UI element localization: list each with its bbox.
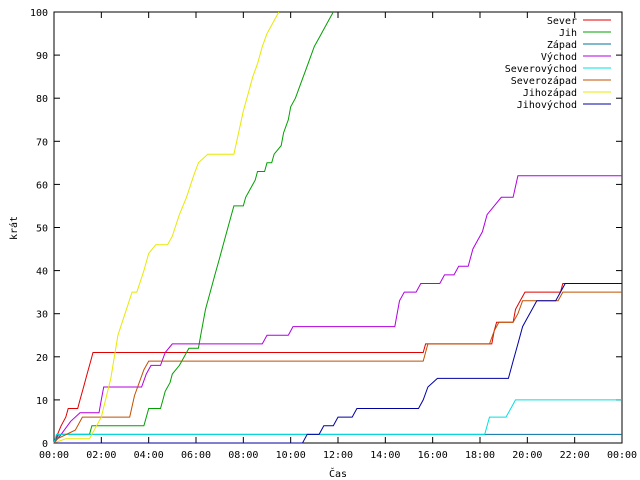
legend: SeverJihZápadVýchodSeverovýchodSeverozáp… [505,16,611,111]
y-tick-label: 100 [30,8,48,19]
legend-label: Sever [547,16,577,27]
legend-label: Jihovýchod [517,99,577,111]
y-tick-label: 70 [36,137,48,148]
x-tick-label: 16:00 [418,450,448,461]
x-tick-label: 14:00 [370,450,400,461]
y-tick-label: 0 [42,439,48,450]
x-tick-label: 20:00 [512,450,542,461]
x-tick-label: 18:00 [465,450,495,461]
x-tick-label: 00:00 [39,450,69,461]
series-line-1 [53,11,334,444]
legend-label: Jih [559,28,577,39]
x-tick-label: 10:00 [276,450,306,461]
series-line-5 [53,291,622,444]
x-tick-label: 06:00 [181,450,211,461]
series-layer [53,11,622,444]
series-line-4 [53,399,622,444]
y-tick-label: 30 [36,310,48,321]
y-tick-label: 90 [36,51,48,62]
y-tick-label: 10 [36,396,48,407]
series-line-3 [53,175,622,444]
y-axis-title: krát [8,216,20,240]
ticks-layer: 0 10 20 30 40 50 60 70 80 90 100 00:00 02:00 04:00 06:… [30,8,637,461]
y-tick-label: 80 [36,94,48,105]
legend-label: Západ [547,39,577,51]
y-tick-label: 40 [36,267,48,278]
legend-label: Severovýchod [505,63,577,75]
legend-label: Jihozápad [523,87,577,99]
x-tick-label: 02:00 [86,450,116,461]
x-tick-label: 00:00 [607,450,637,461]
series-line-6 [53,11,280,444]
series-line-0 [53,283,622,444]
x-tick-label: 12:00 [323,450,353,461]
x-tick-label: 22:00 [560,450,590,461]
series-line-7 [54,283,622,444]
y-tick-label: 60 [36,180,48,191]
x-tick-label: 04:00 [134,450,164,461]
x-axis-title: Čas [329,467,347,480]
y-tick-label: 50 [36,224,48,235]
legend-label: Východ [541,51,577,63]
legend-label: Severozápad [511,75,577,87]
y-tick-label: 20 [36,353,48,364]
x-tick-label: 08:00 [228,450,258,461]
